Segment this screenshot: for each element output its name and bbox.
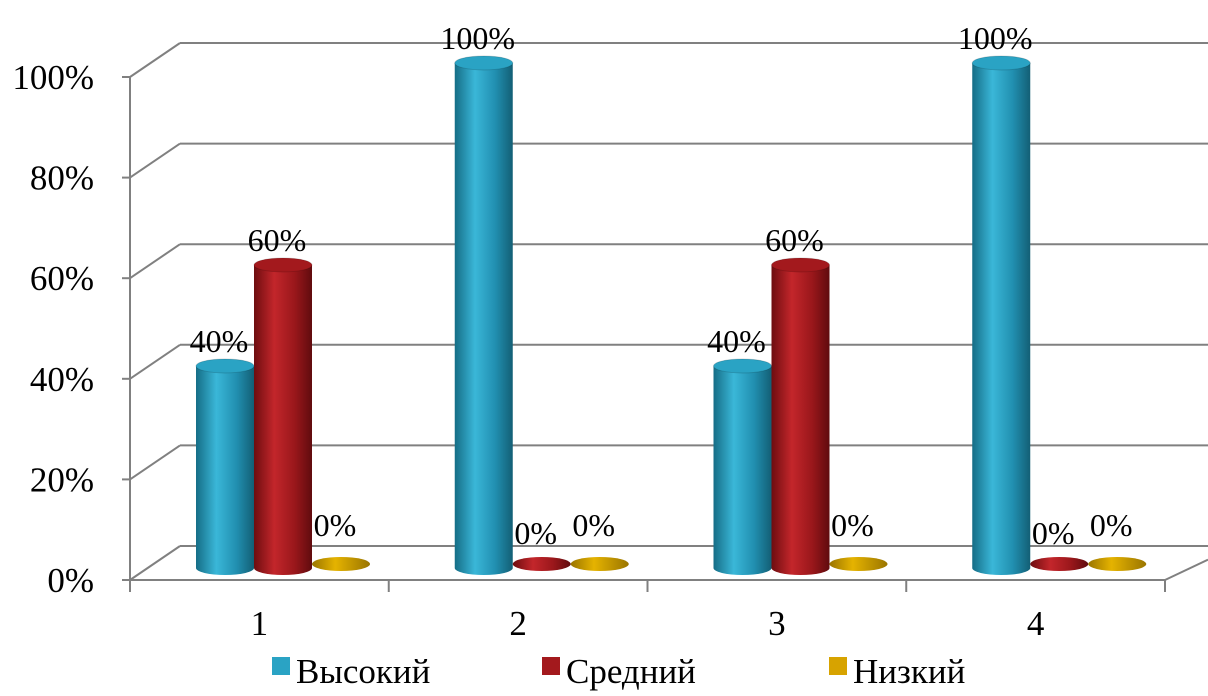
bar [1030, 557, 1089, 571]
data-label: 0% [514, 515, 557, 551]
bar-body [254, 265, 312, 575]
floor-right-edge [1164, 558, 1208, 581]
bar-zero [1088, 557, 1147, 571]
bar-top [713, 358, 772, 374]
bar-body [972, 63, 1031, 575]
bar-zero [512, 557, 571, 571]
data-label: 100% [958, 20, 1033, 56]
legend-label: Низкий [853, 652, 965, 691]
bars [195, 55, 1147, 575]
y-tick-label: 20% [30, 460, 94, 499]
bar [570, 557, 629, 571]
y-tick-label: 60% [30, 259, 94, 298]
bar-zero [570, 557, 629, 571]
y-tick-label: 0% [47, 561, 94, 600]
data-label: 100% [440, 20, 515, 56]
bar [312, 557, 370, 571]
legend-swatch [542, 657, 560, 675]
gridline-depth [129, 444, 181, 481]
bar-top [971, 55, 1031, 71]
bar [195, 358, 255, 575]
legend-label: Высокий [296, 652, 430, 691]
bar-body [713, 366, 772, 575]
data-label: 40% [190, 323, 249, 359]
data-label: 0% [314, 507, 357, 543]
data-label: 0% [1090, 507, 1133, 543]
data-label: 0% [831, 507, 874, 543]
gridline-depth [129, 343, 181, 380]
bar [1088, 557, 1147, 571]
legend: Высокий Средний Низкий [272, 652, 965, 691]
bar [829, 557, 888, 571]
bar [971, 55, 1031, 575]
bar [713, 358, 772, 575]
data-label: 0% [1032, 515, 1075, 551]
data-labels: 40% 60% 0% 100% 0% 0% 40% 60% 0% 100% 0% 0% [190, 20, 1133, 551]
bar-body [454, 63, 513, 575]
x-tick-label: 3 [768, 604, 786, 643]
bar-top [195, 358, 255, 374]
bar [253, 257, 313, 575]
x-tick-label: 1 [251, 604, 269, 643]
data-label: 0% [572, 507, 615, 543]
bar [454, 55, 514, 575]
y-tick-label: 100% [12, 58, 94, 97]
bar [512, 557, 571, 571]
legend-swatch [272, 657, 290, 675]
data-label: 40% [707, 323, 766, 359]
bar-zero [829, 557, 888, 571]
bar [771, 257, 830, 575]
x-tick-label: 4 [1027, 604, 1045, 643]
gridline-depth [129, 243, 181, 280]
bar-top [454, 55, 514, 71]
y-tick-label: 40% [30, 360, 94, 399]
bar-top [771, 257, 830, 273]
data-label: 60% [765, 222, 824, 258]
bar-body [771, 265, 830, 575]
legend-label: Средний [566, 652, 696, 691]
x-tick-label: 2 [509, 604, 527, 643]
axes: 0% 20% 40% 60% 80% 100% 1 2 3 4 [12, 58, 1208, 643]
gridline-depth [129, 42, 181, 78]
bar-zero [1030, 557, 1089, 571]
legend-swatch [829, 657, 847, 675]
gridline-depth [129, 142, 181, 179]
y-tick-label: 80% [30, 159, 94, 198]
data-label: 60% [248, 222, 307, 258]
gridline-depth [129, 545, 181, 581]
bar-zero [312, 557, 370, 571]
bar-body [196, 366, 254, 575]
gridlines [129, 42, 1208, 581]
bar-top [253, 257, 313, 273]
